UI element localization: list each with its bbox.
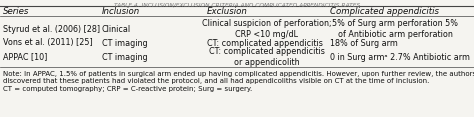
Text: CT imaging: CT imaging: [102, 53, 147, 62]
Text: Inclusion: Inclusion: [102, 7, 140, 15]
Text: 5% of Surg arm perforation 5%
of Antibiotic arm perforation: 5% of Surg arm perforation 5% of Antibio…: [332, 19, 458, 39]
Text: Vons et al. (2011) [25]: Vons et al. (2011) [25]: [3, 38, 93, 48]
Text: Exclusion: Exclusion: [207, 7, 248, 15]
Text: CT = computed tomography; CRP = C-reactive protein; Surg = surgery.: CT = computed tomography; CRP = C-reacti…: [3, 86, 252, 92]
Text: Styrud et al. (2006) [28]: Styrud et al. (2006) [28]: [3, 24, 100, 33]
Text: APPAC [10]: APPAC [10]: [3, 53, 47, 62]
Text: CT imaging: CT imaging: [102, 38, 147, 48]
Text: Clinical: Clinical: [102, 24, 131, 33]
Text: CT: complicated appendicitis: CT: complicated appendicitis: [207, 38, 323, 48]
Text: CT: complicated appendicitis
or appendicolith: CT: complicated appendicitis or appendic…: [209, 47, 325, 67]
Text: discovered that these patients had violated the protocol, and all had appendicol: discovered that these patients had viola…: [3, 79, 429, 84]
Text: TABLE 4. INCLUSION/EXCLUSION CRITERIA AND COMPLICATED APPENDICITIS RATES: TABLE 4. INCLUSION/EXCLUSION CRITERIA AN…: [114, 2, 360, 7]
Text: Clinical suspicion of perforation;
CRP <10 mg/dL: Clinical suspicion of perforation; CRP <…: [202, 19, 332, 39]
Text: Note: In APPAC, 1.5% of patients in surgical arm ended up having complicated app: Note: In APPAC, 1.5% of patients in surg…: [3, 71, 474, 77]
Text: Complicated appendicitis: Complicated appendicitis: [330, 7, 439, 15]
Text: Series: Series: [3, 7, 29, 15]
Text: 0 in Surg armᵃ 2.7% Antibiotic arm: 0 in Surg armᵃ 2.7% Antibiotic arm: [330, 53, 470, 62]
Text: 18% of Surg arm: 18% of Surg arm: [330, 38, 398, 48]
